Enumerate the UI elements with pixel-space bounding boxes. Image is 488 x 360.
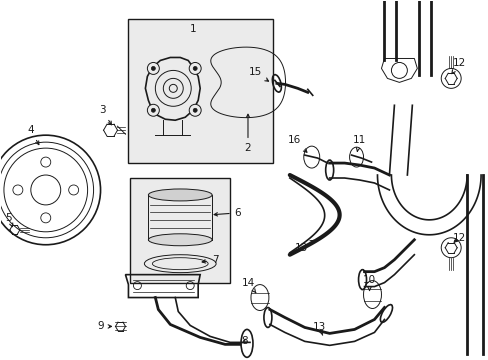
Circle shape (189, 62, 201, 75)
Text: 15: 15 (248, 67, 268, 81)
Circle shape (151, 108, 155, 112)
FancyBboxPatch shape (128, 19, 272, 163)
Text: 12: 12 (451, 58, 465, 74)
Ellipse shape (148, 234, 212, 246)
Text: 7: 7 (202, 255, 218, 265)
Text: 8: 8 (241, 336, 248, 346)
Circle shape (147, 62, 159, 75)
Circle shape (147, 104, 159, 116)
Circle shape (189, 104, 201, 116)
Circle shape (193, 108, 197, 112)
Text: 9: 9 (97, 321, 111, 332)
Text: 10: 10 (362, 275, 375, 291)
Text: 14: 14 (241, 278, 255, 293)
Text: 1: 1 (189, 24, 196, 33)
Text: 13: 13 (295, 240, 313, 253)
Ellipse shape (148, 189, 212, 201)
Text: 4: 4 (27, 125, 39, 145)
Text: 16: 16 (287, 135, 306, 152)
Text: 13: 13 (312, 323, 325, 335)
Text: 12: 12 (451, 233, 465, 243)
Text: 5: 5 (5, 213, 13, 227)
FancyBboxPatch shape (130, 178, 229, 283)
Circle shape (193, 67, 197, 71)
Text: 2: 2 (244, 114, 251, 153)
Circle shape (151, 67, 155, 71)
Text: 3: 3 (99, 105, 111, 125)
Text: 11: 11 (352, 135, 366, 151)
Text: 6: 6 (214, 208, 241, 218)
